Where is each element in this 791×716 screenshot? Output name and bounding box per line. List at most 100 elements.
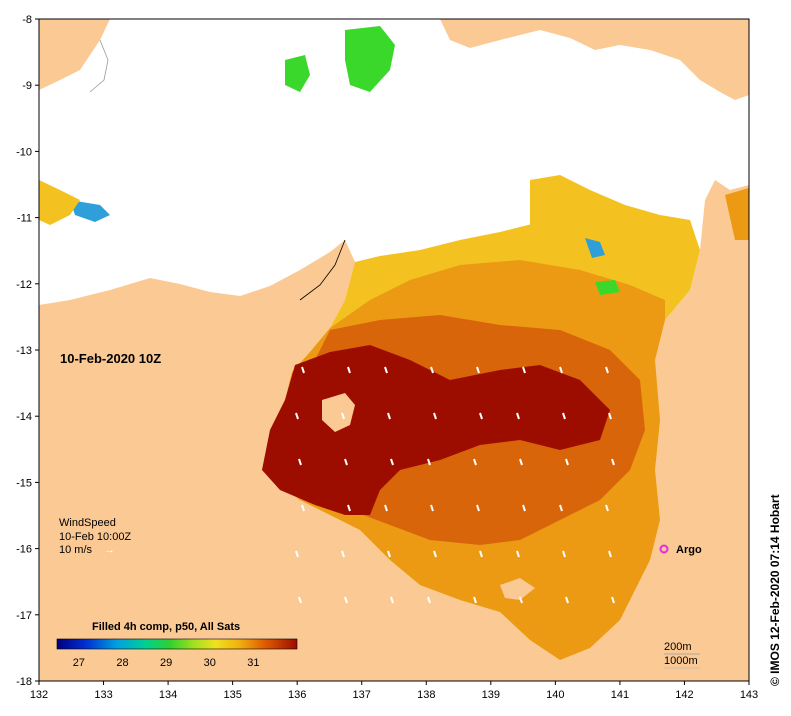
colorbar-tick-label: 29: [160, 657, 172, 669]
wind-barb: [301, 504, 305, 512]
lon-tick-label: 140: [546, 689, 564, 701]
wind-barb: [565, 458, 569, 466]
wind-barb: [387, 550, 391, 558]
sst-hot-region: [262, 345, 610, 515]
wind-barb: [427, 596, 431, 604]
wind-barb: [295, 550, 299, 558]
wind-barb: [430, 504, 434, 512]
wind-barb: [522, 366, 526, 374]
wind-barb: [611, 458, 615, 466]
wind-barb: [387, 412, 391, 420]
wind-barb: [559, 366, 563, 374]
lat-tick-label: -10: [16, 146, 32, 158]
wind-barb: [516, 412, 520, 420]
latitude-axis: -8 -9 -10 -11 -12 -13 -14 -15 -16 -17 -18: [16, 14, 39, 688]
colorbar-gradient: [56, 638, 298, 650]
wind-barb: [476, 504, 480, 512]
wind-legend-scale: 10 m/s: [59, 544, 93, 556]
lon-tick-label: 139: [482, 689, 500, 701]
wind-legend-arrow-icon: →: [104, 544, 115, 556]
land-new-guinea: [440, 19, 749, 100]
wind-barb: [295, 412, 299, 420]
colorbar-tick-label: 28: [116, 657, 128, 669]
lon-tick-label: 138: [417, 689, 435, 701]
wind-barb: [390, 596, 394, 604]
colorbar-tick-label: 27: [73, 657, 85, 669]
wind-barb: [608, 412, 612, 420]
wind-barb: [565, 596, 569, 604]
lat-tick-label: -12: [16, 279, 32, 291]
lat-tick-label: -9: [22, 80, 32, 92]
sst-green-patch-west: [285, 55, 310, 92]
sst-green-patch-east: [595, 280, 620, 295]
wind-barb: [559, 504, 563, 512]
wind-barb: [479, 412, 483, 420]
colorbar: Filled 4h comp, p50, All Sats 27 28 29 30 31: [56, 621, 298, 669]
lat-tick-label: -13: [16, 345, 32, 357]
wind-barb: [562, 550, 566, 558]
wind-barb: [562, 412, 566, 420]
wind-barb: [341, 550, 345, 558]
lon-tick-label: 141: [611, 689, 629, 701]
land-australia: [39, 180, 749, 681]
wind-barb: [384, 366, 388, 374]
lon-tick-label: 133: [94, 689, 112, 701]
lon-tick-label: 134: [159, 689, 177, 701]
wind-barb: [519, 458, 523, 466]
wind-legend-time: 10-Feb 10:00Z: [59, 531, 131, 543]
lat-tick-label: -17: [16, 610, 32, 622]
wind-barb: [298, 458, 302, 466]
lon-tick-label: 142: [675, 689, 693, 701]
wind-barb: [516, 550, 520, 558]
wind-barbs: [295, 366, 615, 604]
lon-tick-label: 135: [223, 689, 241, 701]
map-plot-area: [39, 19, 749, 681]
lon-tick-label: 132: [30, 689, 48, 701]
lat-tick-label: -8: [22, 14, 32, 26]
wind-barb: [298, 596, 302, 604]
colorbar-ticks: 27 28 29 30 31: [73, 657, 260, 669]
land-groote-eylandt: [322, 393, 355, 432]
isobath-legend: 200m 1000m: [664, 641, 700, 669]
coastline-cobourg: [299, 239, 346, 301]
lon-tick-label: 137: [353, 689, 371, 701]
wind-barb: [473, 596, 477, 604]
lon-tick-label: 143: [740, 689, 758, 701]
sst-west-cold-patch: [70, 200, 110, 222]
lat-tick-label: -14: [16, 411, 32, 423]
wind-barb: [605, 366, 609, 374]
date-label: 10-Feb-2020 10Z: [60, 351, 161, 366]
wind-barb: [347, 504, 351, 512]
land-mornington-island: [500, 578, 535, 600]
sst-cold-patch-east: [585, 238, 605, 258]
argo-marker-icon: [659, 544, 669, 554]
wind-barb: [390, 458, 394, 466]
sst-green-patch-north: [345, 26, 395, 92]
wind-barb: [430, 366, 434, 374]
colorbar-title: Filled 4h comp, p50, All Sats: [92, 621, 240, 633]
lon-tick-label: 136: [288, 689, 306, 701]
isobath-1000m-label: 1000m: [664, 655, 698, 667]
wind-barb: [611, 596, 615, 604]
sst-east-patch: [725, 188, 749, 240]
wind-barb: [301, 366, 305, 374]
wind-barb: [344, 596, 348, 604]
wind-barb: [608, 550, 612, 558]
credit-text: © IMOS 12-Feb-2020 07:14 Hobart: [768, 494, 782, 686]
wind-barb: [519, 596, 523, 604]
longitude-axis: 132 133 134 135 136 137 138 139 140 141 142 143: [30, 681, 758, 701]
wind-barb: [344, 458, 348, 466]
isobath-200m-label: 200m: [664, 641, 692, 653]
wind-barb: [433, 412, 437, 420]
wind-barb: [347, 366, 351, 374]
argo-float: Argo: [659, 544, 702, 556]
wind-legend-title: WindSpeed: [59, 517, 116, 529]
wind-barb: [473, 458, 477, 466]
lat-tick-label: -11: [17, 213, 32, 225]
lat-tick-label: -16: [16, 544, 32, 556]
wind-barb: [476, 366, 480, 374]
argo-label: Argo: [676, 544, 702, 556]
colorbar-tick-label: 30: [204, 657, 216, 669]
sst-west-yellow-patch: [39, 180, 80, 225]
